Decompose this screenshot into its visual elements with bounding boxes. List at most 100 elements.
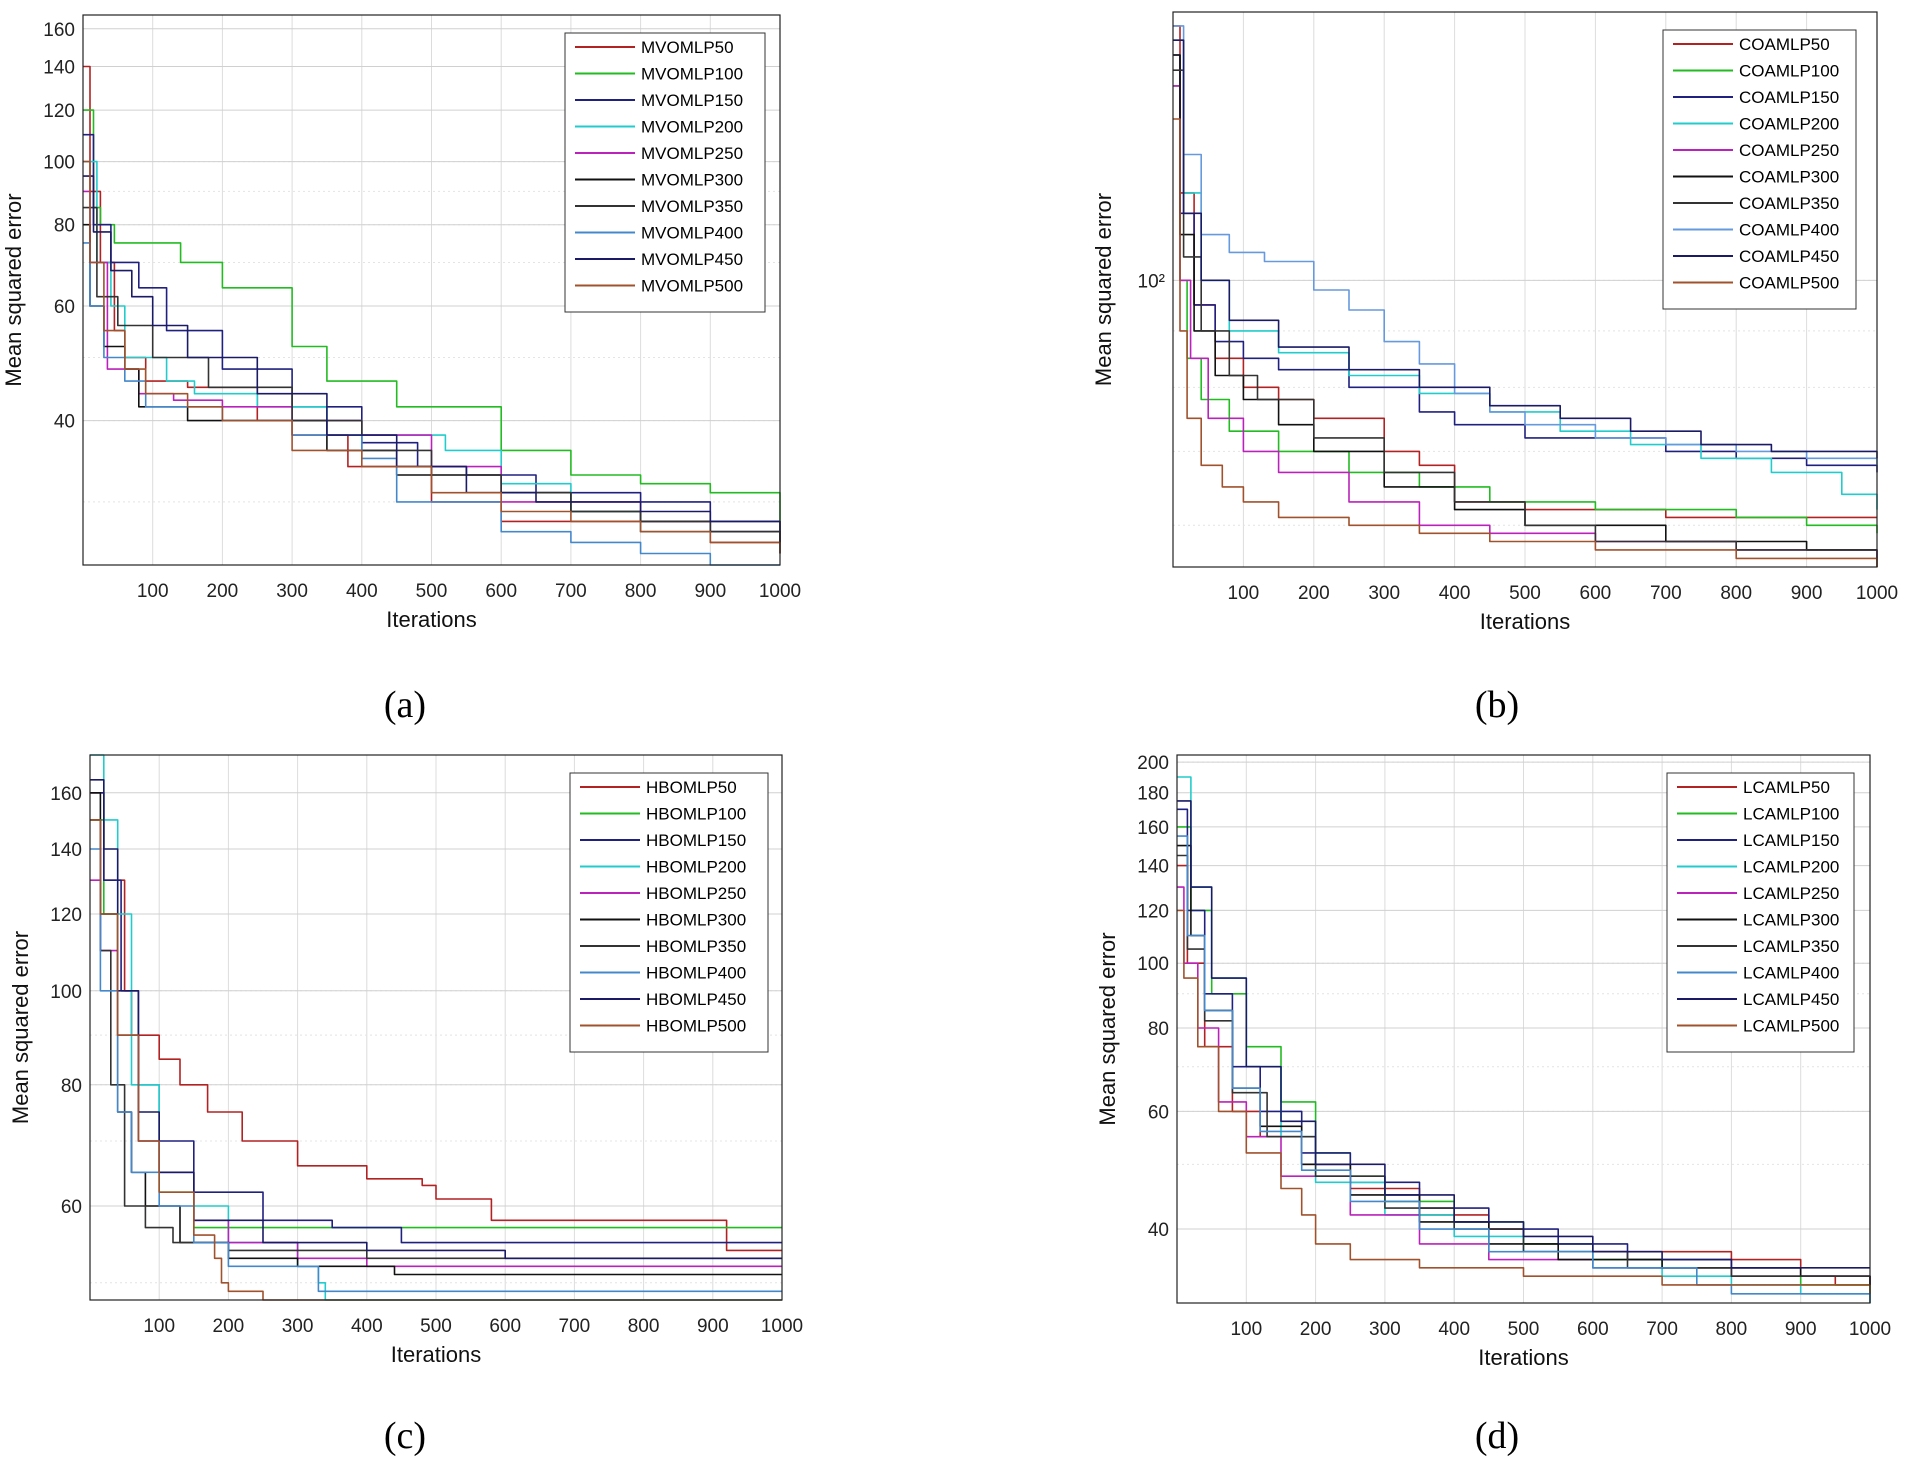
legend-entry: MVOMLP200 xyxy=(641,118,743,137)
legend: COAMLP50 COAMLP100 COAMLP150 COAMLP200 COAML… xyxy=(1662,29,1857,310)
x-tick-label: 400 xyxy=(346,581,378,602)
legend-entry: LCAMLP50 xyxy=(1743,778,1830,797)
legend-box xyxy=(1666,772,1855,1053)
legend-entry: MVOMLP300 xyxy=(641,171,743,190)
y-axis-label: Mean squared error xyxy=(1,193,26,386)
y-tick-label: 120 xyxy=(1137,901,1169,922)
x-tick-label: 400 xyxy=(351,1316,383,1337)
x-tick-label: 100 xyxy=(143,1316,175,1337)
series-line-lcamlp500 xyxy=(1177,909,1871,1294)
series-line-coamlp450 xyxy=(1173,39,1878,459)
legend-entry: COAMLP400 xyxy=(1739,221,1839,240)
legend-box xyxy=(1662,29,1857,310)
x-tick-label: 200 xyxy=(1300,1319,1332,1340)
x-tick-label: 700 xyxy=(1650,583,1682,604)
chart-panel-2: 100 200 300 400 500 600 700 800 900 1000 10² Iterat… xyxy=(1091,11,1898,726)
legend-entry: LCAMLP450 xyxy=(1743,990,1839,1009)
plot-frame xyxy=(89,754,783,1301)
y-tick-label: 140 xyxy=(43,58,75,79)
series-line-hbomlp350 xyxy=(90,819,782,1260)
x-tick-label: 500 xyxy=(1508,1319,1540,1340)
x-tick-label: 800 xyxy=(628,1316,660,1337)
x-tick-label: 200 xyxy=(207,581,239,602)
panel-label: (a) xyxy=(384,684,426,726)
x-tick-label: 100 xyxy=(137,581,169,602)
legend-entry: COAMLP50 xyxy=(1739,35,1830,54)
x-tick-label: 300 xyxy=(1368,583,1400,604)
x-tick-label: 100 xyxy=(1230,1319,1262,1340)
legend: LCAMLP50 LCAMLP100 LCAMLP150 LCAMLP200 LCAML… xyxy=(1666,772,1855,1053)
x-tick-label: 300 xyxy=(282,1316,314,1337)
plot-frame xyxy=(82,14,781,566)
y-tick-label: 200 xyxy=(1137,753,1169,774)
legend-entry: COAMLP200 xyxy=(1739,115,1839,134)
y-axis-label: Mean squared error xyxy=(1091,193,1116,386)
series-line-mvomlp450 xyxy=(83,175,781,532)
x-tick-label: 200 xyxy=(213,1316,245,1337)
y-axis-label: Mean squared error xyxy=(1095,932,1120,1125)
y-tick-label: 140 xyxy=(50,840,82,861)
x-tick-label: 300 xyxy=(276,581,308,602)
x-tick-label: 700 xyxy=(1646,1319,1678,1340)
legend: MVOMLP50 MVOMLP100 MVOMLP150 MVOMLP200 MVOML… xyxy=(564,32,766,313)
series-line-mvomlp150 xyxy=(83,133,781,532)
y-tick-label: 10² xyxy=(1138,271,1165,292)
legend-entry: COAMLP150 xyxy=(1739,88,1839,107)
legend-entry: LCAMLP150 xyxy=(1743,831,1839,850)
legend-entry: MVOMLP500 xyxy=(641,277,743,296)
legend-entry: HBOMLP450 xyxy=(646,990,746,1009)
legend-box xyxy=(564,32,766,313)
legend-entry: LCAMLP350 xyxy=(1743,937,1839,956)
legend-entry: MVOMLP50 xyxy=(641,38,734,57)
x-tick-label: 600 xyxy=(489,1316,521,1337)
x-tick-label: 400 xyxy=(1438,1319,1470,1340)
y-tick-label: 160 xyxy=(1137,818,1169,839)
legend-entry: HBOMLP400 xyxy=(646,964,746,983)
x-axis-label: Iterations xyxy=(1478,1345,1569,1370)
legend-entry: LCAMLP200 xyxy=(1743,858,1839,877)
y-tick-label: 100 xyxy=(1137,954,1169,975)
y-tick-label: 80 xyxy=(54,216,75,237)
series-line-hbomlp450 xyxy=(90,779,782,1260)
legend-entry: HBOMLP500 xyxy=(646,1017,746,1036)
y-tick-label: 160 xyxy=(43,20,75,41)
y-tick-label: 60 xyxy=(61,1197,82,1218)
x-tick-label: 900 xyxy=(694,581,726,602)
x-tick-label: 600 xyxy=(1577,1319,1609,1340)
legend-entry: COAMLP450 xyxy=(1739,247,1839,266)
legend-entry: HBOMLP50 xyxy=(646,778,737,797)
y-tick-label: 120 xyxy=(50,905,82,926)
legend-entry: MVOMLP250 xyxy=(641,144,743,163)
legend-entry: HBOMLP100 xyxy=(646,805,746,824)
x-tick-label: 700 xyxy=(555,581,587,602)
legend-entry: HBOMLP350 xyxy=(646,937,746,956)
y-tick-label: 40 xyxy=(1148,1220,1169,1241)
legend-box xyxy=(569,772,769,1053)
plot-frame xyxy=(1172,11,1878,568)
legend-entry: MVOMLP400 xyxy=(641,224,743,243)
y-tick-label: 60 xyxy=(1148,1102,1169,1123)
y-tick-label: 180 xyxy=(1137,784,1169,805)
series-line-coamlp350 xyxy=(1173,69,1878,567)
x-tick-label: 500 xyxy=(1509,583,1541,604)
x-tick-label: 1000 xyxy=(1849,1319,1891,1340)
y-tick-label: 60 xyxy=(54,297,75,318)
x-tick-label: 500 xyxy=(416,581,448,602)
legend: HBOMLP50 HBOMLP100 HBOMLP150 HBOMLP200 HBOML… xyxy=(569,772,769,1053)
x-tick-label: 800 xyxy=(1716,1319,1748,1340)
x-tick-label: 600 xyxy=(1580,583,1612,604)
legend-entry: HBOMLP300 xyxy=(646,911,746,930)
legend-entry: COAMLP250 xyxy=(1739,141,1839,160)
legend-entry: COAMLP350 xyxy=(1739,194,1839,213)
legend-entry: LCAMLP100 xyxy=(1743,805,1839,824)
x-tick-label: 500 xyxy=(420,1316,452,1337)
legend-entry: COAMLP500 xyxy=(1739,274,1839,293)
x-axis-label: Iterations xyxy=(391,1342,482,1367)
x-tick-label: 400 xyxy=(1439,583,1471,604)
series-line-mvomlp500 xyxy=(83,160,781,554)
y-tick-label: 160 xyxy=(50,784,82,805)
legend-entry: LCAMLP500 xyxy=(1743,1017,1839,1036)
x-tick-label: 900 xyxy=(697,1316,729,1337)
x-axis-label: Iterations xyxy=(386,607,477,632)
